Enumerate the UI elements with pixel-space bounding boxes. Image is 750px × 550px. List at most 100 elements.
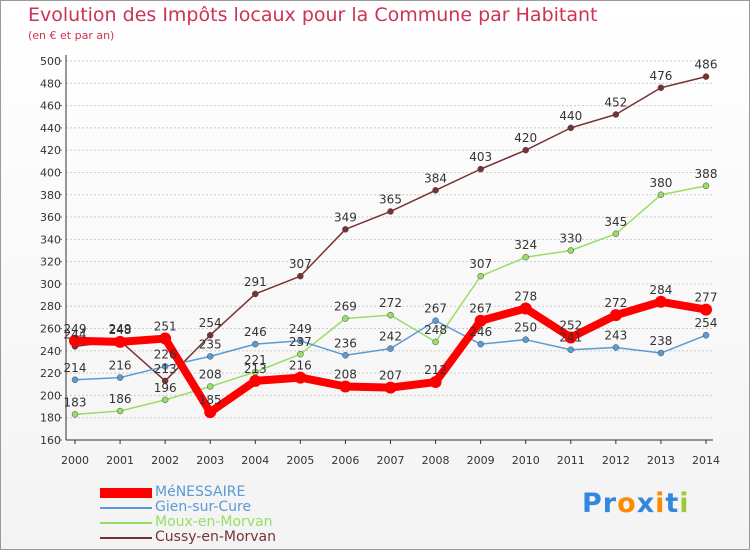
legend-label: Cussy-en-Morvan (155, 529, 277, 545)
data-point (161, 377, 169, 385)
x-tick-label: 2012 (602, 454, 630, 467)
data-label: 243 (604, 328, 627, 342)
legend-item: Cussy-en-Morvan (100, 530, 360, 545)
proxiti-logo: Proxiti (582, 488, 690, 519)
data-label: 420 (514, 131, 537, 145)
data-label: 269 (334, 299, 357, 313)
y-tick-label: 480 (40, 77, 61, 90)
logo-letter: o (617, 488, 637, 519)
data-label: 277 (695, 291, 718, 305)
data-point (384, 381, 397, 394)
data-point (294, 371, 307, 384)
logo-letter: r (602, 488, 618, 519)
data-point (161, 363, 169, 370)
data-label: 267 (469, 302, 492, 316)
data-point (522, 253, 529, 261)
data-point (387, 208, 394, 215)
logo-letter: t (665, 488, 680, 519)
data-point (249, 374, 262, 387)
legend-swatch (100, 488, 152, 498)
data-label: 307 (469, 257, 492, 271)
data-label: 216 (109, 359, 132, 373)
legend-item: Moux-en-Morvan (100, 515, 360, 530)
data-point (657, 349, 665, 357)
data-point (297, 350, 304, 358)
data-point (116, 374, 124, 381)
data-point (342, 352, 349, 359)
data-point (477, 340, 484, 348)
data-label: 235 (199, 337, 222, 351)
data-label: 213 (244, 362, 267, 376)
y-tick-label: 260 (40, 323, 61, 336)
data-point (429, 376, 442, 389)
logo-letter: P (582, 488, 603, 519)
legend-swatch (100, 537, 152, 539)
data-point (567, 124, 575, 132)
data-point (69, 334, 81, 347)
data-label: 403 (469, 150, 492, 164)
data-point (387, 345, 394, 352)
data-point (702, 73, 710, 80)
x-tick-label: 2009 (467, 454, 495, 467)
data-label: 241 (559, 331, 582, 345)
legend-label: MéNESSAIRE (155, 484, 246, 500)
data-label: 246 (469, 325, 492, 339)
data-point (159, 332, 172, 345)
chart-subtitle: (en € et par an) (28, 29, 115, 42)
x-tick-label: 2005 (286, 454, 314, 467)
data-point (206, 353, 214, 360)
data-point (522, 146, 529, 154)
data-point (204, 406, 217, 419)
data-point (474, 314, 487, 327)
data-label: 254 (695, 316, 718, 330)
data-point (702, 182, 710, 190)
data-point (116, 407, 124, 415)
data-label: 291 (244, 275, 267, 289)
data-label: 242 (379, 330, 402, 344)
data-label: 196 (154, 381, 177, 395)
logo-letter: i (655, 488, 666, 519)
x-tick-label: 2006 (331, 454, 359, 467)
x-tick-label: 2004 (241, 454, 269, 467)
legend-item: Gien-sur-Cure (100, 500, 360, 515)
data-label: 226 (154, 347, 177, 361)
data-point (702, 331, 710, 339)
y-tick-label: 240 (40, 345, 61, 358)
y-tick-label: 220 (40, 367, 61, 380)
data-label: 476 (649, 69, 672, 83)
data-label: 185 (199, 393, 222, 407)
chart-legend: MéNESSAIRE Gien-sur-Cure Moux-en-Morvan Cus… (100, 485, 360, 545)
data-label: 244 (64, 327, 87, 341)
data-label: 272 (604, 296, 627, 310)
data-point (297, 337, 304, 345)
data-label: 365 (379, 192, 402, 206)
data-label: 212 (424, 363, 447, 377)
data-point (477, 272, 484, 280)
data-label: 486 (695, 58, 718, 72)
data-point (609, 309, 622, 322)
data-label: 307 (289, 257, 312, 271)
data-label: 252 (559, 318, 582, 332)
logo-letter: i (679, 488, 690, 519)
data-label: 183 (64, 395, 87, 409)
data-point (252, 290, 259, 298)
data-label: 254 (199, 316, 222, 330)
data-point (206, 331, 214, 339)
data-label: 380 (649, 176, 672, 190)
data-label: 248 (424, 323, 447, 337)
y-tick-label: 360 (40, 211, 61, 224)
y-tick-label: 200 (40, 389, 61, 402)
x-tick-label: 2008 (422, 454, 450, 467)
data-point (567, 346, 575, 353)
data-point (700, 303, 712, 316)
data-point (657, 84, 665, 92)
data-label: 208 (334, 367, 357, 381)
data-label: 248 (109, 323, 132, 337)
y-tick-label: 320 (40, 256, 61, 269)
data-label: 349 (334, 210, 357, 224)
logo-letter: x (636, 488, 656, 519)
data-label: 267 (424, 302, 447, 316)
data-label: 250 (514, 321, 537, 335)
data-point (71, 376, 79, 384)
